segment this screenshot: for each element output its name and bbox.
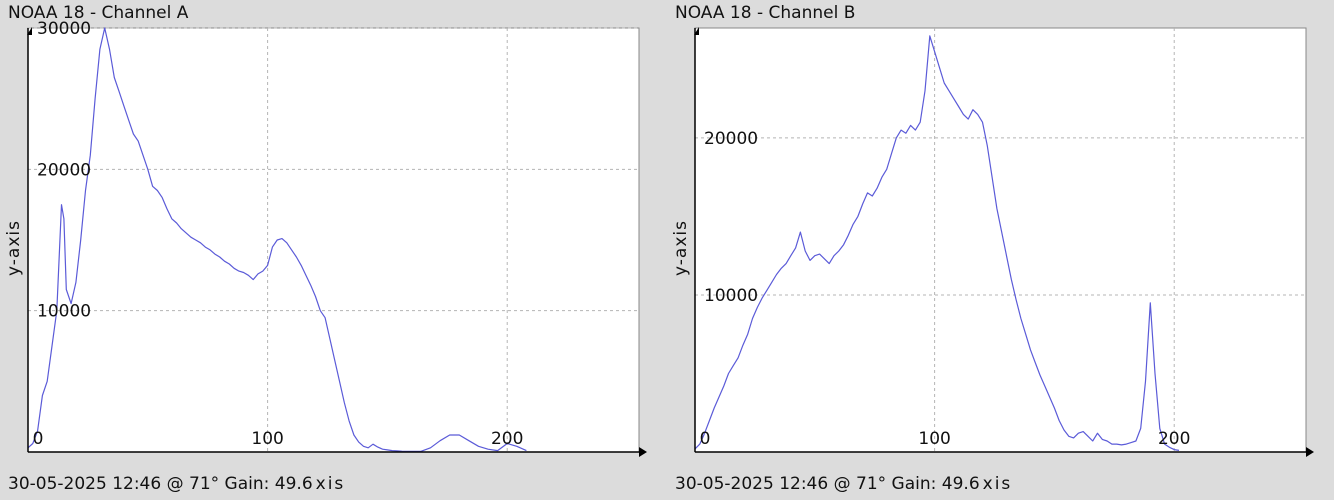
- x-tick-label: 100: [251, 429, 283, 449]
- x-axis-label: xis: [982, 474, 1013, 494]
- chart-footer: 30-05-2025 12:46 @ 71° Gain: 49.6 xis: [675, 474, 1012, 494]
- chart-canvas: 0 100 200 10000 20000 30000 y-axis: [4, 19, 647, 457]
- x-tick-label: 200: [1158, 429, 1190, 449]
- chart-title: NOAA 18 - Channel A: [8, 3, 189, 23]
- gain-label: Gain:: [224, 474, 270, 494]
- y-tick-label: 10000: [704, 286, 758, 306]
- x-tick-label: 100: [918, 429, 950, 449]
- y-axis-label: y-axis: [4, 220, 24, 276]
- series-line: [694, 35, 1180, 451]
- series-line: [27, 27, 527, 452]
- y-axis-arrow-icon: [27, 27, 32, 35]
- gain-value: 49.6: [274, 474, 313, 494]
- y-tick-label: 20000: [704, 129, 758, 149]
- chart-canvas: 0 100 200 10000 20000 y-axis: [671, 27, 1314, 457]
- x-axis-arrow-icon: [639, 447, 647, 457]
- plot-area: [27, 27, 640, 453]
- gain-label: Gain:: [891, 474, 937, 494]
- y-axis-arrow-icon: [694, 27, 699, 35]
- y-axis-label: y-axis: [671, 220, 691, 276]
- timestamp-text: 30-05-2025 12:46 @ 71°: [675, 474, 887, 494]
- chart-panel-channel-b: NOAA 18 - Channel B 0 100 200 10000 20000 y-a…: [667, 0, 1334, 500]
- x-tick-label: 200: [491, 429, 523, 449]
- y-tick-label: 10000: [37, 302, 91, 322]
- chart-title: NOAA 18 - Channel B: [675, 3, 856, 23]
- plot-area: [694, 27, 1307, 453]
- y-tick-label: 20000: [37, 160, 91, 180]
- gain-value: 49.6: [941, 474, 980, 494]
- timestamp-text: 30-05-2025 12:46 @ 71°: [8, 474, 220, 494]
- chart-footer: 30-05-2025 12:46 @ 71° Gain: 49.6 xis: [8, 474, 345, 494]
- x-axis-arrow-icon: [1306, 447, 1314, 457]
- x-tick-label: 0: [33, 429, 44, 449]
- y-tick-label: 30000: [37, 19, 91, 39]
- x-tick-label: 0: [700, 429, 711, 449]
- chart-panel-channel-a: NOAA 18 - Channel A 0 100 200 10000 20000 300…: [4, 3, 647, 494]
- x-axis-label: xis: [315, 474, 346, 494]
